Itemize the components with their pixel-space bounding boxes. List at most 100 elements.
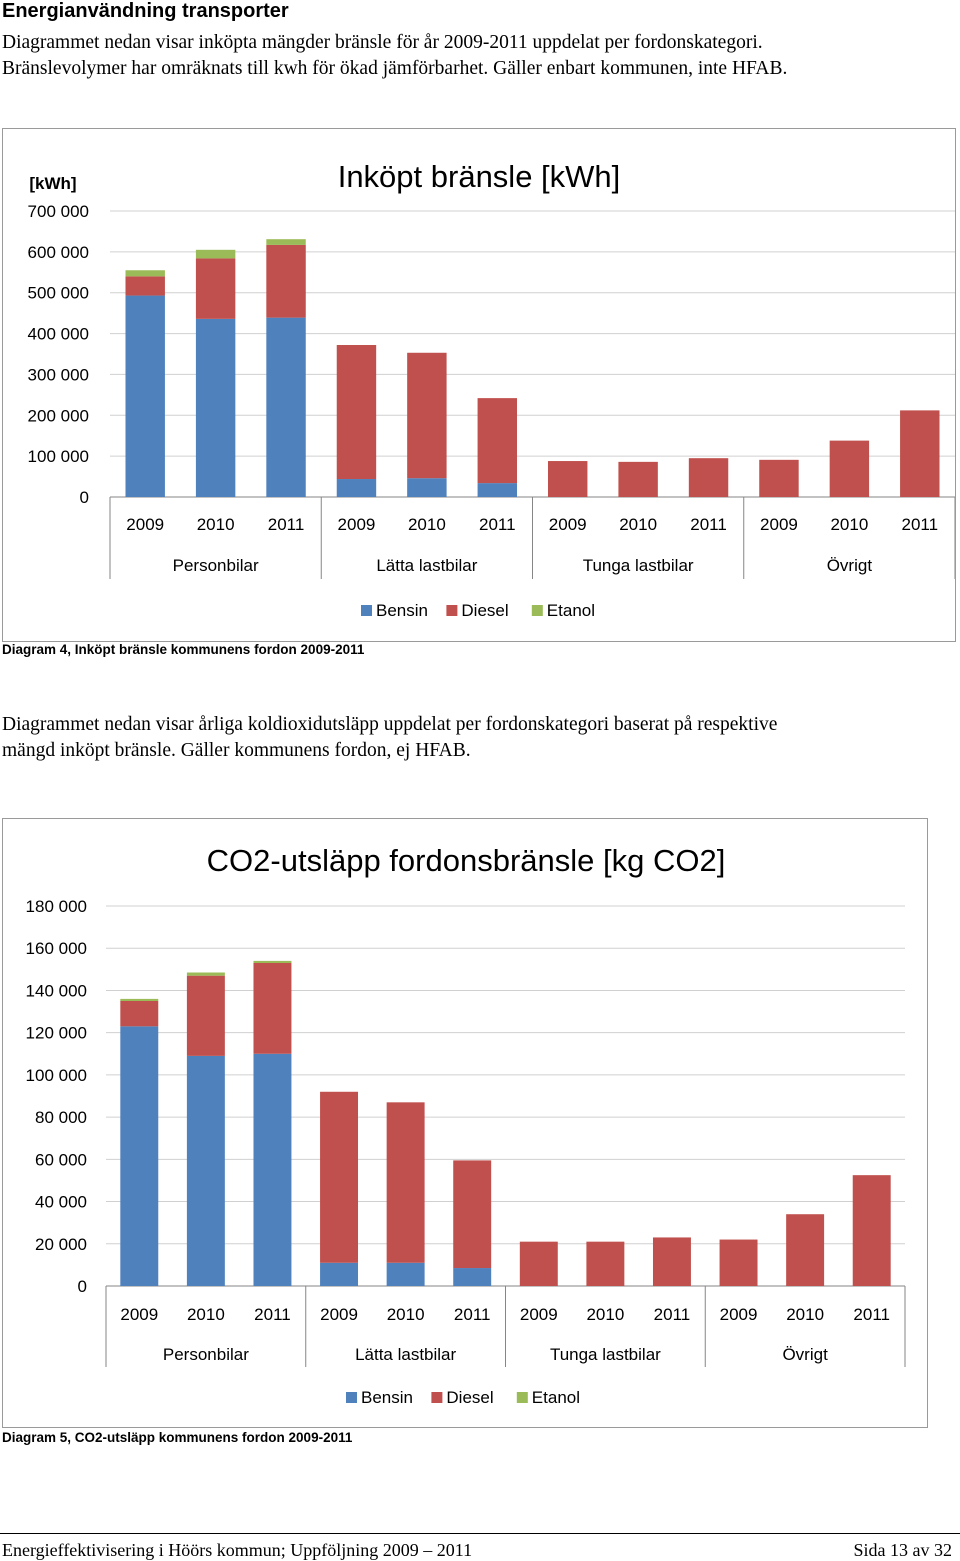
- chart-co2-ytick-label: 0: [78, 1277, 87, 1296]
- chart-fuel-legend-swatch-bensin: [361, 605, 372, 616]
- chart-fuel-year-label: 2009: [549, 515, 587, 534]
- chart-fuel-frame: Inköpt bränsle [kWh] [kWh] 0 100 000 200 000…: [2, 128, 956, 642]
- chart-fuel-title: Inköpt bränsle [kWh]: [338, 159, 621, 194]
- chart-co2-bar-bensin: [320, 1262, 359, 1286]
- intro-paragraph: Diagrammet nedan visar inköpta mängder b…: [2, 30, 954, 82]
- chart-co2-frame: CO2-utsläpp fordonsbränsle [kg CO2] 0 20 0…: [2, 818, 928, 1428]
- chart-co2-bar-diesel: [453, 1160, 492, 1269]
- chart-fuel-ytick-label: 600 000: [28, 243, 89, 262]
- chart-co2-legend-swatch-etanol: [516, 1392, 528, 1403]
- chart-fuel-bar-bensin: [195, 318, 236, 497]
- chart-fuel-bar-diesel: [759, 459, 799, 497]
- chart-fuel-bar-etanol: [125, 270, 165, 277]
- chart-fuel-year-label: 2010: [830, 515, 868, 534]
- chart-fuel-bar-diesel: [125, 276, 165, 296]
- chart-fuel-bar-diesel: [688, 458, 729, 497]
- chart-fuel-bar-diesel: [195, 258, 236, 319]
- chart-fuel-year-label: 2010: [408, 515, 446, 534]
- chart-co2-ytick-label: 160 000: [26, 939, 87, 958]
- chart-co2-bar-diesel: [519, 1241, 558, 1286]
- chart-fuel-year-label: 2011: [479, 515, 516, 534]
- chart-fuel-legend-swatch-diesel: [446, 605, 458, 616]
- chart-co2-bar-bensin: [453, 1268, 492, 1286]
- chart-fuel-ytick-label: 100 000: [28, 447, 89, 466]
- chart-fuel-group-label: Tunga lastbilar: [583, 556, 694, 575]
- chart-co2-bar-etanol: [253, 960, 292, 963]
- chart-co2-title: CO2-utsläpp fordonsbränsle [kg CO2]: [207, 843, 726, 878]
- chart-fuel-year-label: 2011: [902, 515, 939, 534]
- intro-line-2: Bränslevolymer har omräknats till kwh fö…: [2, 58, 788, 79]
- chart-fuel-ylabel: [kWh]: [29, 174, 76, 193]
- chart-co2-bar-etanol: [186, 972, 225, 976]
- chart-co2-year-label: 2011: [654, 1305, 691, 1324]
- chart-fuel-bar-diesel: [829, 440, 870, 497]
- chart-fuel-legend-label: Bensin: [376, 601, 428, 620]
- chart-co2-group-label: Lätta lastbilar: [355, 1345, 456, 1364]
- intro-line-1: Diagrammet nedan visar inköpta mängder b…: [2, 32, 763, 53]
- chart-co2-caption: Diagram 5, CO2-utsläpp kommunens fordon …: [2, 1430, 353, 1445]
- chart-fuel-group-label: Övrigt: [827, 556, 873, 575]
- chart-co2-group-label: Övrigt: [782, 1345, 828, 1364]
- chart-fuel-svg: Inköpt bränsle [kWh] [kWh] 0 100 000 200 000…: [28, 159, 956, 620]
- chart-fuel-year-label: 2011: [268, 515, 305, 534]
- chart-fuel-caption: Diagram 4, Inköpt bränsle kommunens ford…: [2, 642, 365, 657]
- chart-fuel-ytick-label: 300 000: [28, 365, 89, 384]
- chart-fuel-year-label: 2010: [619, 515, 657, 534]
- chart-co2-bar-diesel: [386, 1102, 425, 1263]
- chart-co2-bar-bensin: [186, 1055, 225, 1286]
- chart-co2-bar-diesel: [586, 1241, 625, 1286]
- chart-co2-ytick-label: 100 000: [26, 1066, 87, 1085]
- chart-co2-ytick-label: 80 000: [35, 1108, 87, 1127]
- chart-co2-bar-etanol: [120, 998, 159, 1001]
- chart-co2-year-label: 2010: [586, 1305, 624, 1324]
- chart-co2-svg: CO2-utsläpp fordonsbränsle [kg CO2] 0 20 0…: [26, 843, 906, 1407]
- chart-fuel-bar-bensin: [125, 295, 165, 497]
- chart-co2-legend-swatch-diesel: [431, 1392, 443, 1403]
- chart-co2-ytick-label: 120 000: [26, 1024, 87, 1043]
- chart-co2-legend-label: Bensin: [361, 1388, 413, 1407]
- chart-co2-ytick-label: 60 000: [35, 1150, 87, 1169]
- chart-fuel-bar-diesel: [618, 461, 658, 497]
- chart-co2-bar-diesel: [652, 1237, 691, 1286]
- chart-fuel-ytick-label: 200 000: [28, 406, 89, 425]
- chart-co2-bar-diesel: [320, 1091, 359, 1263]
- chart-fuel-bar-etanol: [195, 249, 236, 259]
- chart-co2-ytick-label: 180 000: [26, 897, 87, 916]
- chart-co2-bar-diesel: [719, 1239, 758, 1286]
- chart-co2-bar-diesel: [253, 963, 292, 1054]
- chart-co2-legend-label: Diesel: [446, 1388, 493, 1407]
- chart-co2-bar-diesel: [852, 1175, 891, 1286]
- chart-fuel-bar-bensin: [266, 317, 306, 497]
- chart-co2-bar-diesel: [120, 1001, 159, 1027]
- chart-fuel-ytick-label: 500 000: [28, 284, 89, 303]
- chart-co2-bar-bensin: [253, 1053, 292, 1286]
- chart-co2-year-label: 2011: [853, 1305, 890, 1324]
- chart-fuel-bar-etanol: [266, 239, 306, 245]
- page-heading: Energianvändning transporter: [2, 0, 289, 22]
- chart-co2-year-label: 2011: [254, 1305, 291, 1324]
- chart-co2-legend-swatch-bensin: [346, 1392, 357, 1403]
- chart-co2-ytick-label: 140 000: [26, 981, 87, 1000]
- chart-co2-year-label: 2010: [187, 1305, 225, 1324]
- middle-line-2: mängd inköpt bränsle. Gäller kommunens f…: [2, 740, 471, 761]
- chart-fuel-ytick-label: 400 000: [28, 325, 89, 344]
- chart-co2-bar-bensin: [386, 1262, 425, 1286]
- chart-fuel-legend-swatch-etanol: [531, 605, 543, 616]
- chart-co2-bar-diesel: [786, 1214, 825, 1286]
- chart-fuel-legend-label: Etanol: [547, 601, 595, 620]
- chart-fuel-bar-bensin: [336, 479, 377, 497]
- chart-fuel-bar-bensin: [407, 478, 447, 497]
- chart-fuel-legend-label: Diesel: [461, 601, 508, 620]
- middle-line-1: Diagrammet nedan visar årliga koldioxidu…: [2, 714, 778, 735]
- chart-co2-year-label: 2009: [120, 1305, 158, 1324]
- chart-co2-year-label: 2009: [720, 1305, 758, 1324]
- footer-document-title: Energieffektivisering i Höörs kommun; Up…: [2, 1540, 473, 1560]
- chart-fuel-group-label: Personbilar: [173, 556, 259, 575]
- chart-co2-year-label: 2009: [520, 1305, 558, 1324]
- chart-co2-bar-diesel: [186, 975, 225, 1056]
- chart-co2-group-label: Tunga lastbilar: [550, 1345, 661, 1364]
- chart-fuel-group-label: Lätta lastbilar: [376, 556, 477, 575]
- chart-co2-bar-bensin: [120, 1026, 159, 1286]
- chart-fuel-bar-diesel: [336, 345, 377, 480]
- chart-fuel-year-label: 2010: [197, 515, 235, 534]
